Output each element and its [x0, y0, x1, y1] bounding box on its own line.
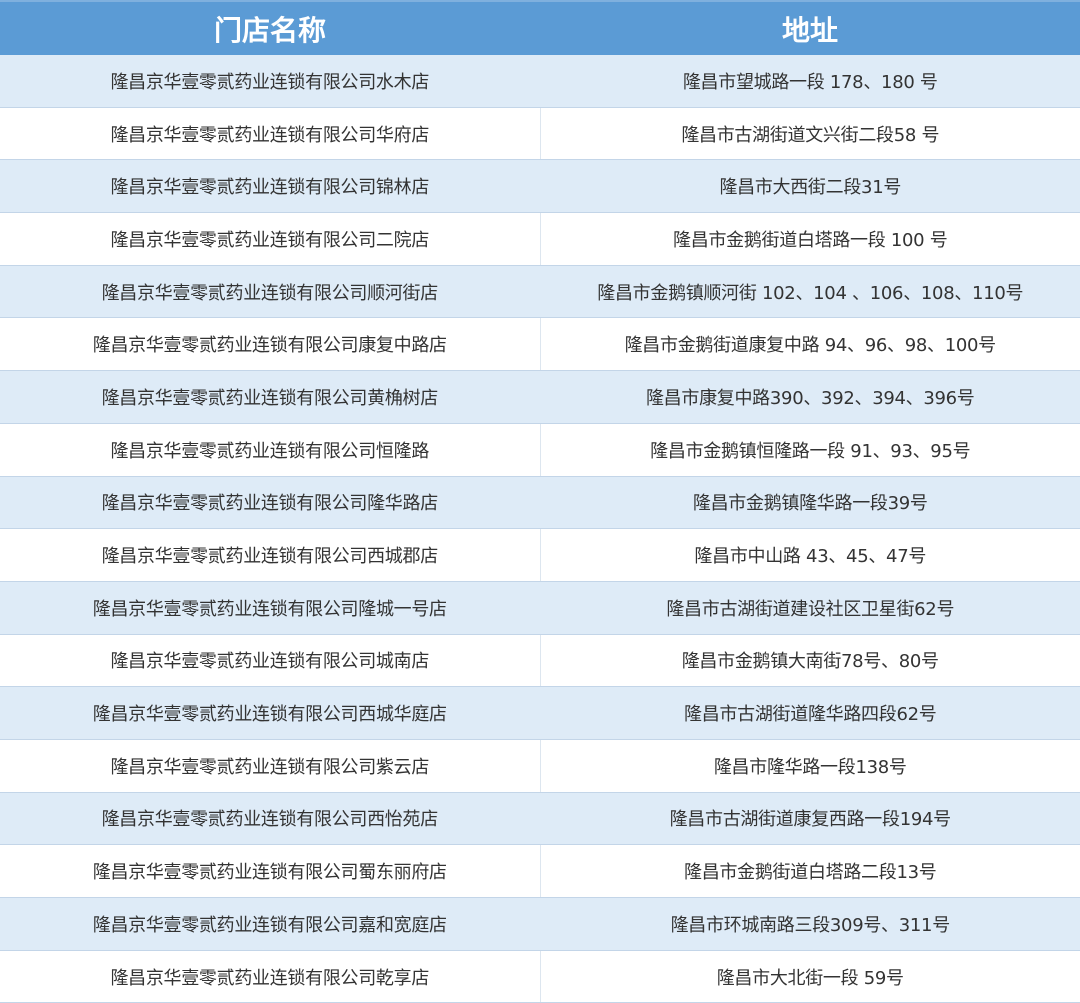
header-address: 地址 — [540, 0, 1080, 55]
table-row: 隆昌京华壹零贰药业连锁有限公司紫云店 隆昌市隆华路一段138号 — [0, 739, 1080, 793]
table-row: 隆昌京华壹零贰药业连锁有限公司华府店 隆昌市古湖街道文兴街二段58 号 — [0, 107, 1080, 161]
table-row: 隆昌京华壹零贰药业连锁有限公司黄桷树店 隆昌市康复中路390、392、394、39… — [0, 370, 1080, 424]
address-cell: 隆昌市金鹅街道康复中路 94、96、98、100号 — [539, 317, 1080, 372]
address-cell: 隆昌市古湖街道隆华路四段62号 — [539, 686, 1080, 740]
address-cell: 隆昌市金鹅镇隆华路一段39号 — [539, 476, 1080, 530]
table-row: 隆昌京华壹零贰药业连锁有限公司康复中路店 隆昌市金鹅街道康复中路 94、96、98… — [0, 317, 1080, 372]
header-row: 门店名称 地址 — [0, 0, 1080, 55]
table-row: 隆昌京华壹零贰药业连锁有限公司嘉和宽庭店 隆昌市环城南路三段309号、311号 — [0, 897, 1080, 951]
store-name-cell: 隆昌京华壹零贰药业连锁有限公司西怡苑店 — [0, 792, 540, 846]
store-name-cell: 隆昌京华壹零贰药业连锁有限公司二院店 — [0, 212, 540, 266]
table-row: 隆昌京华壹零贰药业连锁有限公司城南店 隆昌市金鹅镇大南街78号、80号 — [0, 634, 1080, 688]
table-row: 隆昌京华壹零贰药业连锁有限公司西城华庭店 隆昌市古湖街道隆华路四段62号 — [0, 686, 1080, 740]
address-cell: 隆昌市环城南路三段309号、311号 — [539, 897, 1080, 951]
table-row: 隆昌京华壹零贰药业连锁有限公司乾享店 隆昌市大北街一段 59号 — [0, 950, 1080, 1003]
store-name-cell: 隆昌京华壹零贰药业连锁有限公司紫云店 — [0, 739, 540, 793]
store-name-cell: 隆昌京华壹零贰药业连锁有限公司锦林店 — [0, 159, 540, 214]
store-name-cell: 隆昌京华壹零贰药业连锁有限公司城南店 — [0, 634, 540, 688]
store-name-cell: 隆昌京华壹零贰药业连锁有限公司嘉和宽庭店 — [0, 897, 540, 951]
address-cell: 隆昌市古湖街道建设社区卫星街62号 — [539, 581, 1080, 635]
address-cell: 隆昌市金鹅镇大南街78号、80号 — [539, 634, 1080, 688]
address-cell: 隆昌市金鹅街道白塔路二段13号 — [539, 844, 1080, 898]
address-cell: 隆昌市金鹅镇顺河街 102、104 、106、108、110号 — [539, 265, 1080, 319]
store-name-cell: 隆昌京华壹零贰药业连锁有限公司乾享店 — [0, 950, 540, 1003]
store-name-cell: 隆昌京华壹零贰药业连锁有限公司蜀东丽府店 — [0, 844, 540, 898]
table-row: 隆昌京华壹零贰药业连锁有限公司西城郡店 隆昌市中山路 43、45、47号 — [0, 528, 1080, 582]
address-cell: 隆昌市隆华路一段138号 — [539, 739, 1080, 793]
table-row: 隆昌京华壹零贰药业连锁有限公司锦林店 隆昌市大西街二段31号 — [0, 159, 1080, 214]
store-name-cell: 隆昌京华壹零贰药业连锁有限公司顺河街店 — [0, 265, 540, 319]
table-row: 隆昌京华壹零贰药业连锁有限公司二院店 隆昌市金鹅街道白塔路一段 100 号 — [0, 212, 1080, 266]
store-name-cell: 隆昌京华壹零贰药业连锁有限公司华府店 — [0, 107, 540, 161]
store-name-cell: 隆昌京华壹零贰药业连锁有限公司恒隆路 — [0, 423, 540, 477]
address-cell: 隆昌市金鹅镇恒隆路一段 91、93、95号 — [539, 423, 1080, 477]
store-name-cell: 隆昌京华壹零贰药业连锁有限公司西城郡店 — [0, 528, 540, 582]
store-name-cell: 隆昌京华壹零贰药业连锁有限公司隆城一号店 — [0, 581, 540, 635]
table-row: 隆昌京华壹零贰药业连锁有限公司隆城一号店 隆昌市古湖街道建设社区卫星街62号 — [0, 581, 1080, 635]
address-cell: 隆昌市古湖街道文兴街二段58 号 — [539, 107, 1080, 161]
table-row: 隆昌京华壹零贰药业连锁有限公司隆华路店 隆昌市金鹅镇隆华路一段39号 — [0, 476, 1080, 530]
store-name-cell: 隆昌京华壹零贰药业连锁有限公司黄桷树店 — [0, 370, 540, 424]
store-name-cell: 隆昌京华壹零贰药业连锁有限公司水木店 — [0, 55, 540, 108]
header-store-name: 门店名称 — [0, 0, 540, 55]
table-row: 隆昌京华壹零贰药业连锁有限公司顺河街店 隆昌市金鹅镇顺河街 102、104 、10… — [0, 265, 1080, 319]
store-name-cell: 隆昌京华壹零贰药业连锁有限公司西城华庭店 — [0, 686, 540, 740]
address-cell: 隆昌市大西街二段31号 — [539, 159, 1080, 214]
address-cell: 隆昌市大北街一段 59号 — [539, 950, 1080, 1003]
address-cell: 隆昌市望城路一段 178、180 号 — [539, 55, 1080, 108]
store-name-cell: 隆昌京华壹零贰药业连锁有限公司康复中路店 — [0, 317, 540, 372]
address-cell: 隆昌市中山路 43、45、47号 — [539, 528, 1080, 582]
table-row: 隆昌京华壹零贰药业连锁有限公司西怡苑店 隆昌市古湖街道康复西路一段194号 — [0, 792, 1080, 846]
table-row: 隆昌京华壹零贰药业连锁有限公司蜀东丽府店 隆昌市金鹅街道白塔路二段13号 — [0, 844, 1080, 898]
store-name-cell: 隆昌京华壹零贰药业连锁有限公司隆华路店 — [0, 476, 540, 530]
address-cell: 隆昌市康复中路390、392、394、396号 — [539, 370, 1080, 424]
address-cell: 隆昌市古湖街道康复西路一段194号 — [539, 792, 1080, 846]
table-body: 隆昌京华壹零贰药业连锁有限公司水木店 隆昌市望城路一段 178、180 号隆昌京华… — [0, 55, 1080, 1003]
table-row: 隆昌京华壹零贰药业连锁有限公司水木店 隆昌市望城路一段 178、180 号 — [0, 55, 1080, 108]
table-row: 隆昌京华壹零贰药业连锁有限公司恒隆路 隆昌市金鹅镇恒隆路一段 91、93、95号 — [0, 423, 1080, 477]
address-cell: 隆昌市金鹅街道白塔路一段 100 号 — [539, 212, 1080, 266]
